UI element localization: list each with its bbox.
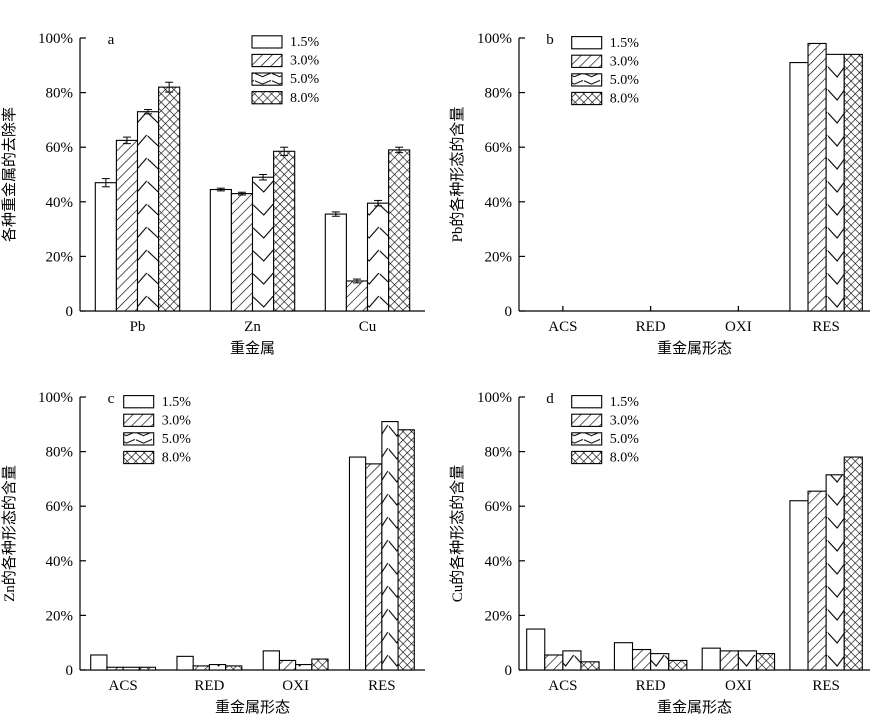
svg-text:Zn: Zn xyxy=(244,319,261,335)
svg-text:1.5%: 1.5% xyxy=(162,395,192,410)
svg-text:100%: 100% xyxy=(477,31,512,47)
svg-text:a: a xyxy=(108,32,115,48)
svg-text:1.5%: 1.5% xyxy=(610,36,640,51)
svg-text:RES: RES xyxy=(368,678,396,694)
svg-text:OXI: OXI xyxy=(725,319,752,335)
svg-text:80%: 80% xyxy=(485,445,513,461)
svg-text:20%: 20% xyxy=(46,249,74,265)
svg-text:20%: 20% xyxy=(485,608,513,624)
svg-text:Zn的各种形态的含量: Zn的各种形态的含量 xyxy=(1,465,18,602)
svg-text:80%: 80% xyxy=(46,445,74,461)
svg-text:40%: 40% xyxy=(46,195,74,211)
svg-text:Cu: Cu xyxy=(359,319,377,335)
svg-text:40%: 40% xyxy=(485,195,513,211)
svg-text:8.0%: 8.0% xyxy=(290,91,320,106)
svg-text:60%: 60% xyxy=(46,140,74,156)
svg-text:0: 0 xyxy=(66,663,74,679)
svg-text:5.0%: 5.0% xyxy=(162,432,192,447)
svg-text:8.0%: 8.0% xyxy=(610,451,640,466)
svg-text:b: b xyxy=(546,32,554,48)
svg-text:5.0%: 5.0% xyxy=(610,73,640,88)
svg-text:5.0%: 5.0% xyxy=(290,72,320,87)
svg-text:d: d xyxy=(546,391,554,407)
svg-text:ACS: ACS xyxy=(109,678,138,694)
svg-text:60%: 60% xyxy=(46,499,74,515)
svg-text:重金属: 重金属 xyxy=(230,340,275,357)
svg-text:ACS: ACS xyxy=(548,678,577,694)
svg-text:5.0%: 5.0% xyxy=(610,432,640,447)
svg-text:0: 0 xyxy=(66,304,74,320)
svg-text:60%: 60% xyxy=(485,140,513,156)
svg-text:60%: 60% xyxy=(485,499,513,515)
svg-text:0: 0 xyxy=(505,663,513,679)
svg-text:Pb: Pb xyxy=(130,319,146,335)
svg-text:各种重金属的去除率: 各种重金属的去除率 xyxy=(1,107,18,242)
svg-text:Cu的各种形态的含量: Cu的各种形态的含量 xyxy=(449,465,466,603)
svg-text:20%: 20% xyxy=(485,249,513,265)
svg-text:重金属形态: 重金属形态 xyxy=(657,340,732,357)
svg-text:80%: 80% xyxy=(485,86,513,102)
svg-text:0: 0 xyxy=(505,304,513,320)
svg-text:80%: 80% xyxy=(46,86,74,102)
svg-text:重金属形态: 重金属形态 xyxy=(215,699,290,716)
svg-text:3.0%: 3.0% xyxy=(610,54,640,69)
svg-text:8.0%: 8.0% xyxy=(162,451,192,466)
svg-text:100%: 100% xyxy=(38,390,73,406)
svg-text:c: c xyxy=(108,391,115,407)
svg-text:RED: RED xyxy=(194,678,224,694)
svg-text:RED: RED xyxy=(636,678,666,694)
svg-text:8.0%: 8.0% xyxy=(610,92,640,107)
svg-text:3.0%: 3.0% xyxy=(610,413,640,428)
svg-text:1.5%: 1.5% xyxy=(290,35,320,50)
svg-text:RES: RES xyxy=(812,319,840,335)
svg-text:100%: 100% xyxy=(477,390,512,406)
svg-text:重金属形态: 重金属形态 xyxy=(657,699,732,716)
svg-text:40%: 40% xyxy=(485,554,513,570)
svg-text:20%: 20% xyxy=(46,608,74,624)
svg-text:ACS: ACS xyxy=(548,319,577,335)
svg-text:Pb的各种形态的含量: Pb的各种形态的含量 xyxy=(449,107,466,243)
svg-text:3.0%: 3.0% xyxy=(162,413,192,428)
svg-text:RES: RES xyxy=(812,678,840,694)
svg-text:3.0%: 3.0% xyxy=(290,54,320,69)
svg-text:OXI: OXI xyxy=(725,678,752,694)
svg-text:OXI: OXI xyxy=(282,678,309,694)
svg-text:100%: 100% xyxy=(38,31,73,47)
svg-text:40%: 40% xyxy=(46,554,74,570)
svg-text:1.5%: 1.5% xyxy=(610,395,640,410)
svg-text:RED: RED xyxy=(636,319,666,335)
